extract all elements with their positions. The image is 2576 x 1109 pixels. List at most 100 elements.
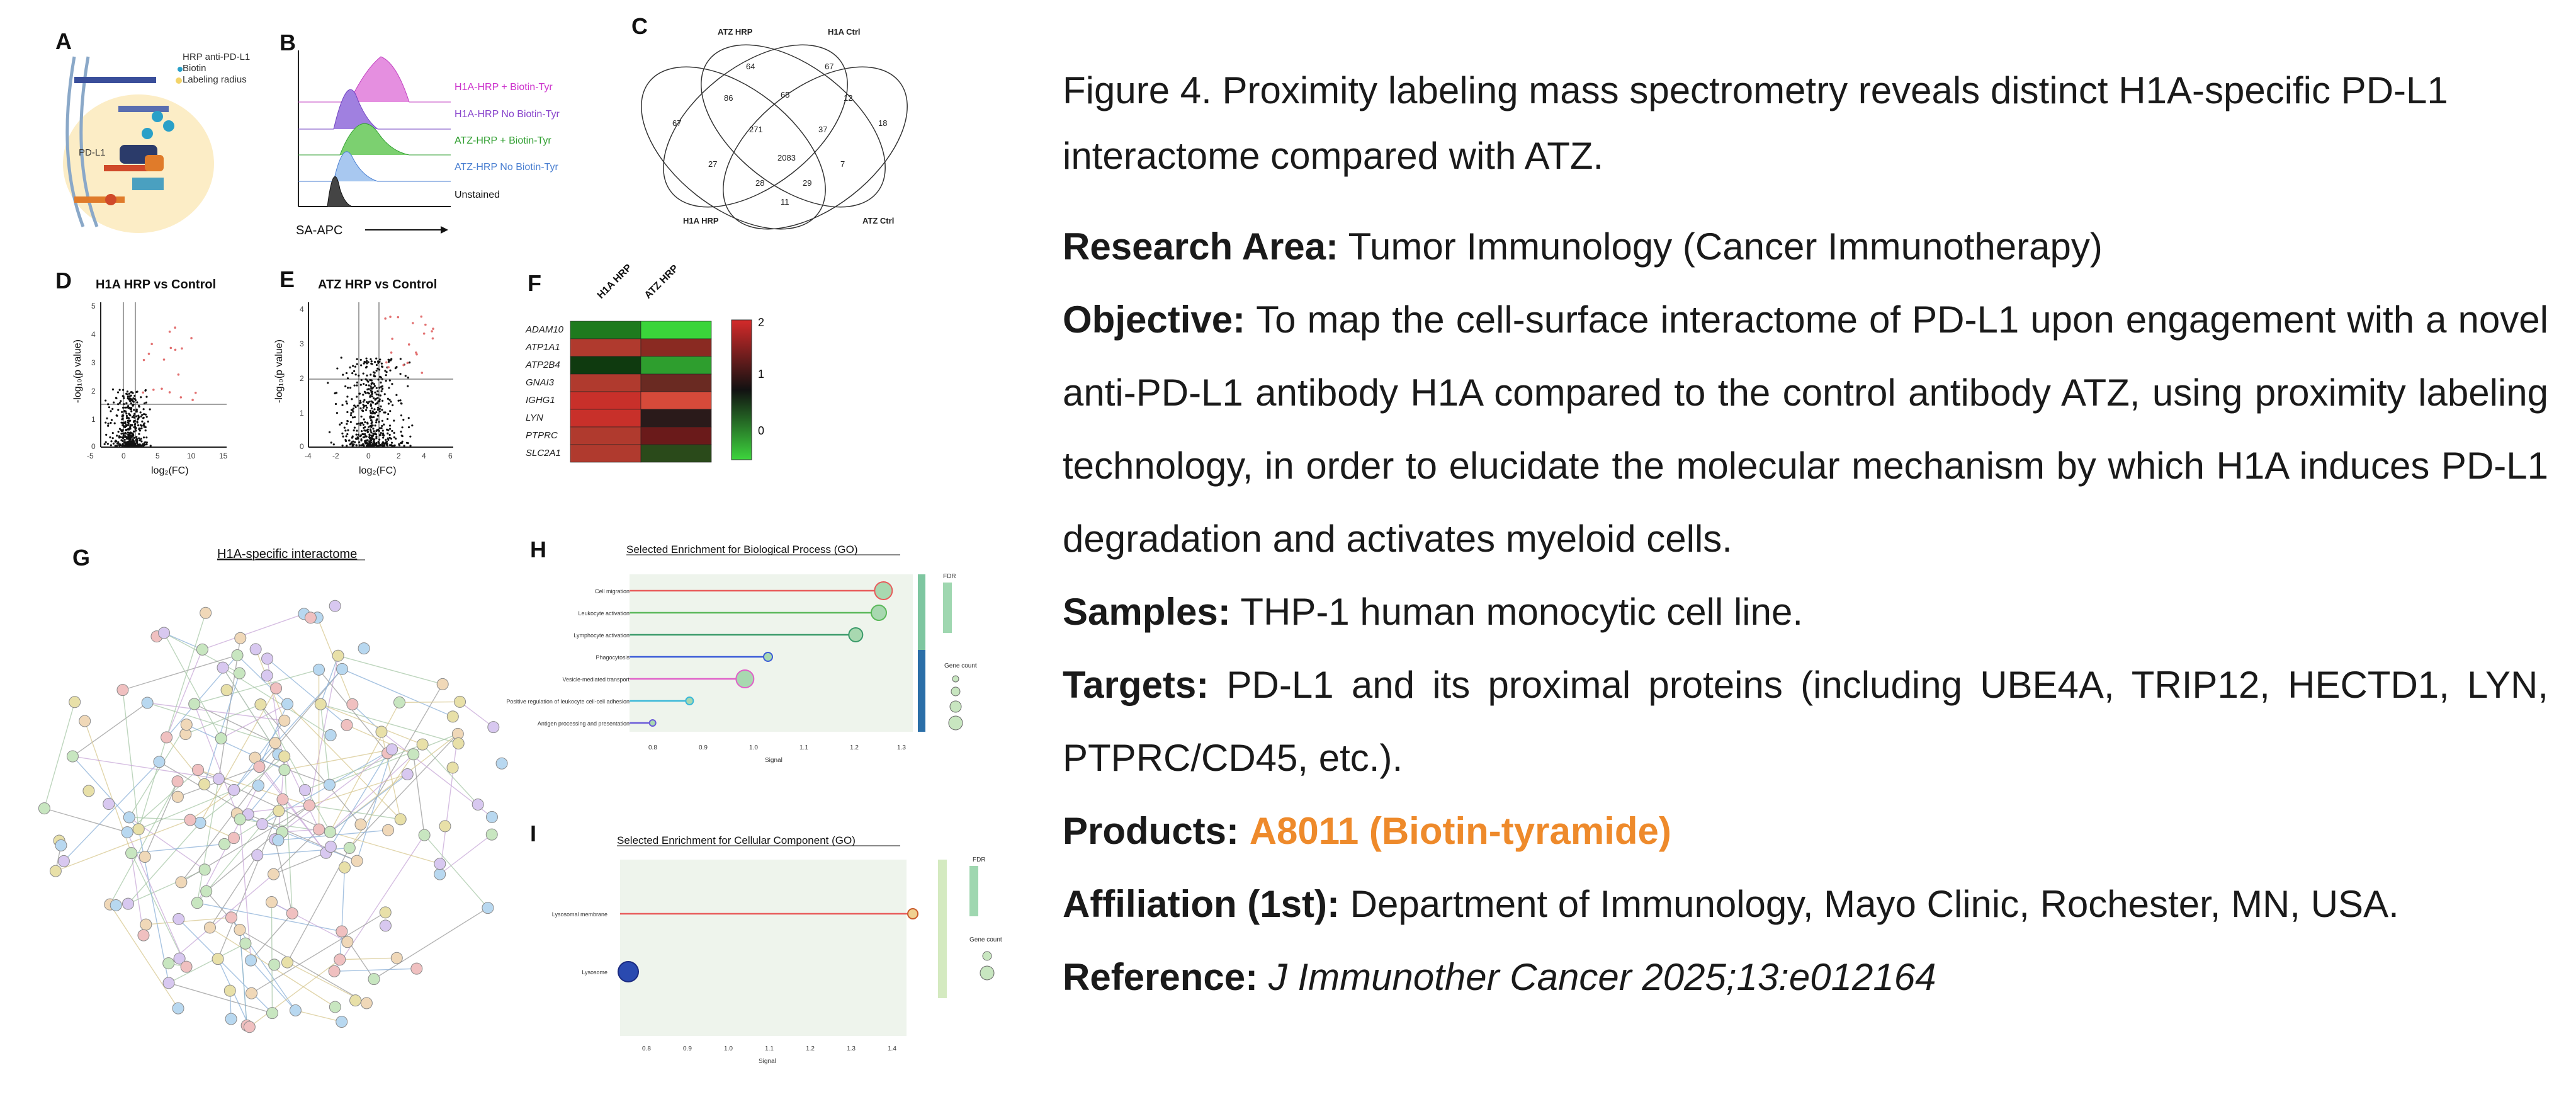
volcano-point	[105, 399, 107, 402]
volcano-point	[376, 406, 380, 409]
panel-i-term: Lysosome	[582, 969, 607, 975]
volcano-point	[118, 443, 120, 445]
network-edge	[320, 704, 330, 785]
network-edge	[196, 778, 220, 903]
volcano-point	[351, 398, 353, 401]
panel-a-pdl1-label: PD-L1	[79, 147, 106, 158]
volcano-point	[366, 421, 369, 424]
volcano-point	[404, 375, 407, 377]
volcano-point	[362, 394, 364, 396]
panel-d-xtick: 15	[219, 452, 228, 460]
volcano-point	[373, 385, 376, 387]
volcano-point	[353, 443, 355, 446]
volcano-point	[140, 438, 142, 440]
volcano-point	[364, 433, 366, 435]
network-edge	[282, 829, 319, 833]
volcano-point	[110, 410, 112, 412]
volcano-point	[144, 429, 147, 432]
network-edge	[309, 773, 408, 806]
network-node	[243, 1021, 256, 1033]
panel-a-legend-3: Labeling radius	[183, 74, 247, 85]
volcano-point	[378, 444, 380, 447]
volcano-point	[346, 387, 349, 389]
volcano-point	[381, 365, 383, 368]
volcano-point	[114, 445, 116, 447]
volcano-point	[393, 419, 395, 422]
volcano-point	[398, 444, 401, 446]
heatmap-gene: IGHG1	[526, 395, 555, 406]
venn-count: 271	[749, 125, 763, 134]
volcano-point	[138, 427, 140, 429]
network-node	[200, 885, 213, 897]
network-node	[251, 849, 264, 862]
panel-e-xtick: 4	[422, 452, 426, 460]
panel-d-xtick: 5	[155, 452, 160, 460]
network-node	[194, 816, 206, 829]
volcano-point	[144, 441, 147, 443]
product-link[interactable]: A8011 (Biotin-tyramide)	[1249, 810, 1671, 852]
network-node	[55, 839, 67, 851]
volcano-point	[363, 399, 366, 401]
network-node	[138, 850, 151, 863]
panel-g-network: H1A-specific interactome	[38, 547, 508, 1033]
description-panel: Figure 4. Proximity labeling mass spectr…	[1063, 58, 2548, 1014]
network-edge	[360, 684, 443, 825]
volcano-point	[363, 382, 365, 385]
volcano-point	[373, 374, 375, 377]
venn-count: 67	[672, 118, 681, 128]
network-node	[332, 649, 344, 662]
network-node	[375, 725, 388, 738]
heatmap-cell	[570, 444, 641, 463]
volcano-point	[130, 391, 133, 394]
volcano-point	[327, 382, 329, 384]
volcano-point	[118, 402, 121, 404]
panel-h-xtick: 1.3	[897, 744, 906, 751]
volcano-point	[390, 444, 393, 446]
volcano-point	[409, 361, 411, 364]
volcano-point-significant	[387, 366, 390, 368]
volcano-point	[388, 436, 391, 439]
panel-h-term: Cell migration	[595, 588, 630, 594]
network-edge	[260, 704, 361, 825]
network-node	[79, 715, 91, 727]
heatmap-cells	[570, 321, 712, 463]
heatmap-cell	[570, 321, 641, 339]
volcano-point	[395, 394, 398, 396]
network-edge	[349, 733, 458, 848]
volcano-point	[363, 445, 365, 447]
volcano-point	[371, 395, 374, 398]
volcano-point	[345, 400, 347, 403]
volcano-point	[132, 404, 134, 407]
volcano-point	[105, 433, 108, 436]
panel-label-c: C	[631, 13, 648, 39]
volcano-point	[395, 437, 397, 440]
volcano-point	[349, 414, 353, 417]
affiliation-label: Affiliation (1st):	[1063, 883, 1340, 925]
volcano-point	[388, 387, 390, 389]
volcano-point	[388, 428, 392, 430]
volcano-point	[384, 441, 387, 445]
volcano-point	[118, 435, 121, 438]
volcano-point	[122, 435, 125, 437]
volcano-point	[350, 412, 353, 414]
network-node	[495, 757, 508, 770]
network-edge	[186, 724, 285, 771]
network-node	[278, 750, 291, 763]
network-node	[343, 841, 356, 854]
volcano-point	[130, 410, 133, 412]
volcano-point-significant	[191, 399, 194, 401]
volcano-point	[374, 361, 376, 363]
panel-h-gene-label: Gene count	[944, 663, 977, 669]
volcano-point	[340, 356, 342, 359]
network-edge	[330, 753, 388, 847]
volcano-point	[346, 395, 349, 398]
panel-i-term: Lysosomal membrane	[552, 911, 607, 918]
volcano-point	[130, 434, 133, 436]
volcano-point	[370, 379, 373, 382]
volcano-point	[344, 385, 347, 388]
panel-d-ytick: 2	[91, 387, 96, 395]
volcano-point	[370, 411, 372, 414]
network-node	[254, 698, 267, 711]
volcano-point	[382, 436, 385, 439]
network-edge	[168, 943, 246, 984]
